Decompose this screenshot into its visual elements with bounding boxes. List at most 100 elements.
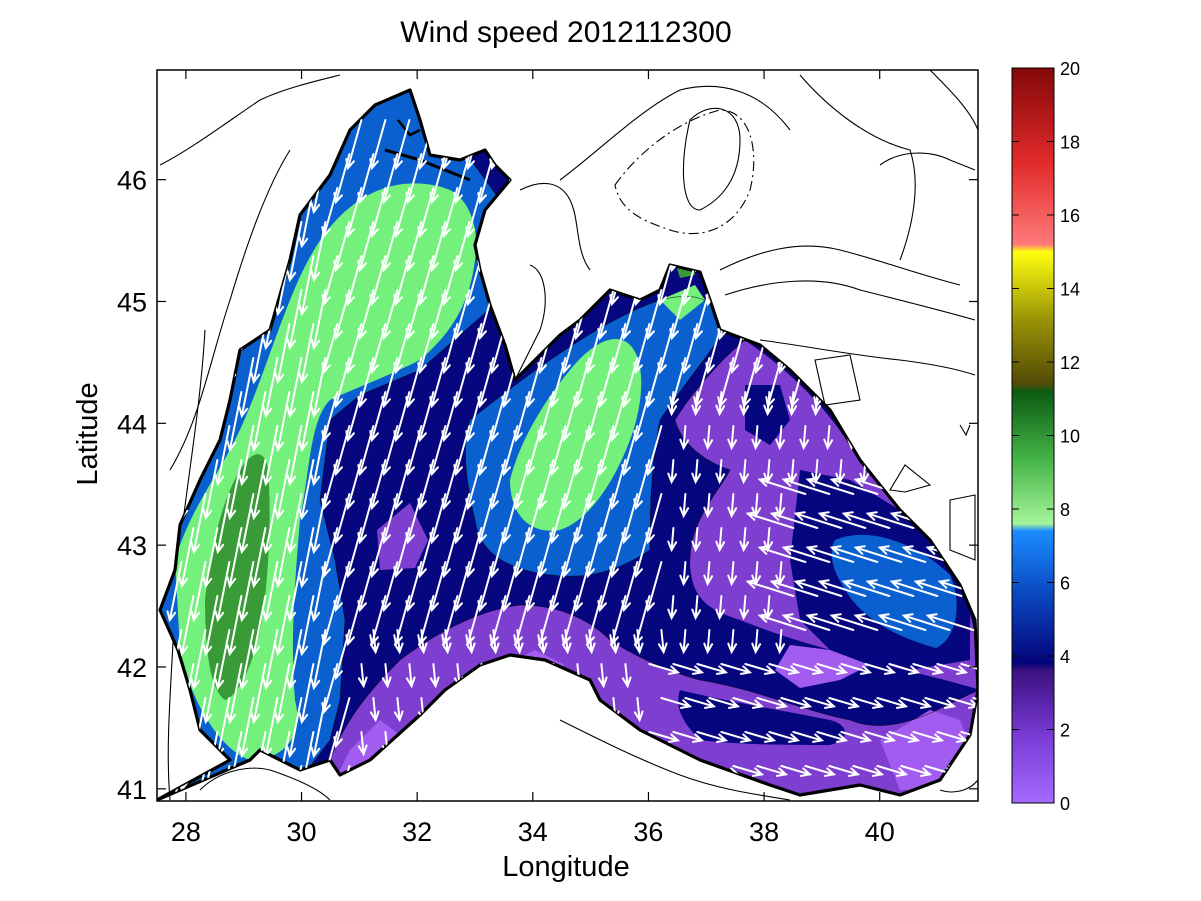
wind-vector: [852, 697, 885, 709]
wind-vector: [877, 613, 927, 631]
wind-vector: [799, 425, 810, 451]
wind-vector: [745, 511, 795, 529]
wind-vector: [960, 663, 978, 675]
wind-vector: [417, 629, 428, 655]
wind-vector: [715, 459, 726, 485]
colorbar-tick-label: 18: [1060, 133, 1080, 153]
wind-vector: [405, 663, 416, 689]
wind-vector: [357, 663, 368, 689]
wind-vector: [561, 629, 572, 655]
wind-vector: [250, 595, 267, 657]
wind-vector: [985, 732, 1014, 742]
wind-vector: [238, 697, 255, 759]
y-tick-label: 43: [117, 531, 147, 561]
wind-vector: [672, 731, 705, 743]
wind-vector: [672, 663, 705, 675]
colorbar-tick-label: 10: [1060, 427, 1080, 447]
wind-vector: [805, 477, 855, 495]
wind-vector: [202, 527, 219, 589]
wind-vector: [691, 595, 702, 621]
wind-vector: [696, 663, 729, 675]
wind-vector: [864, 663, 897, 675]
wind-vector: [745, 579, 795, 597]
wind-vector: [660, 697, 693, 709]
wind-vector: [310, 357, 327, 419]
wind-vector: [852, 765, 885, 777]
plot-area: [157, 70, 1014, 801]
wind-vector: [828, 697, 861, 709]
colorbar-tick-label: 6: [1060, 574, 1070, 594]
wind-vector: [286, 697, 303, 759]
x-tick-label: 40: [865, 817, 895, 847]
wind-vector: [381, 663, 392, 689]
wind-vector: [310, 629, 327, 691]
wind-vector: [262, 629, 279, 691]
wind-vector: [298, 323, 315, 385]
wind-vector: [732, 765, 765, 777]
wind-vector: [310, 221, 327, 283]
wind-vector: [310, 697, 327, 759]
wind-vector: [286, 425, 303, 487]
wind-vector: [226, 391, 243, 453]
wind-vector: [720, 731, 753, 743]
wind-vector: [727, 561, 738, 587]
wind-vector: [912, 663, 945, 675]
wind-vector: [274, 459, 291, 521]
wind-vector: [465, 629, 476, 655]
x-tick-label: 36: [633, 817, 663, 847]
wind-vector: [816, 731, 849, 743]
wind-vector: [744, 663, 777, 675]
wind-vector: [817, 511, 867, 529]
wind-vector: [853, 545, 903, 563]
x-tick-label: 38: [749, 817, 779, 847]
y-tick-label: 44: [117, 409, 147, 439]
y-axis-ticks: 41 42 43 44 45 46: [117, 166, 978, 805]
wind-vector: [684, 697, 717, 709]
wind-vector: [805, 545, 855, 563]
wind-vector: [262, 493, 279, 555]
wind-vector: [775, 425, 786, 451]
wind-vector: [238, 357, 255, 419]
wind-vector: [310, 425, 327, 487]
x-axis-ticks: 28 30 32 34 36 38 40: [171, 70, 895, 847]
wind-vector: [787, 391, 798, 417]
colorbar-ticks: 0 2 4 6 8 10 12 14 16 18 20: [1012, 59, 1080, 814]
wind-vector: [901, 613, 951, 631]
wind-vector: [691, 459, 702, 485]
wind-vector: [274, 391, 291, 453]
wind-vector: [393, 697, 404, 723]
wind-vector: [763, 391, 774, 417]
wind-vector: [214, 561, 231, 623]
wind-vector: [980, 460, 988, 482]
y-tick-label: 42: [117, 653, 147, 683]
wind-vector: [238, 629, 255, 691]
wind-vector: [876, 765, 909, 777]
colorbar-tick-label: 14: [1060, 280, 1080, 300]
wind-vector: [286, 493, 303, 555]
wind-vector: [751, 425, 762, 451]
wind-vector: [805, 613, 855, 631]
wind-vector: [190, 561, 207, 623]
wind-vector: [739, 459, 750, 485]
y-tick-label: 45: [117, 287, 147, 317]
wind-vector: [715, 595, 726, 621]
wind-vector: [757, 545, 807, 563]
wind-vector: [274, 663, 291, 725]
wind-vector: [888, 663, 921, 675]
wind-vector: [840, 663, 873, 675]
wind-vector: [609, 629, 620, 655]
wind-vector: [357, 731, 368, 757]
wind-vector: [781, 613, 831, 631]
wind-vector: [696, 731, 729, 743]
wind-vector: [816, 663, 849, 675]
wind-vector: [888, 731, 921, 743]
wind-vector: [817, 579, 867, 597]
wind-vector: [310, 561, 327, 623]
wind-vector: [751, 629, 762, 655]
wind-vector: [286, 357, 303, 419]
wind-vector: [226, 663, 243, 725]
wind-vector: [513, 629, 524, 655]
wind-vector: [980, 392, 988, 414]
wind-vector: [877, 545, 927, 563]
wind-vector: [792, 663, 825, 675]
